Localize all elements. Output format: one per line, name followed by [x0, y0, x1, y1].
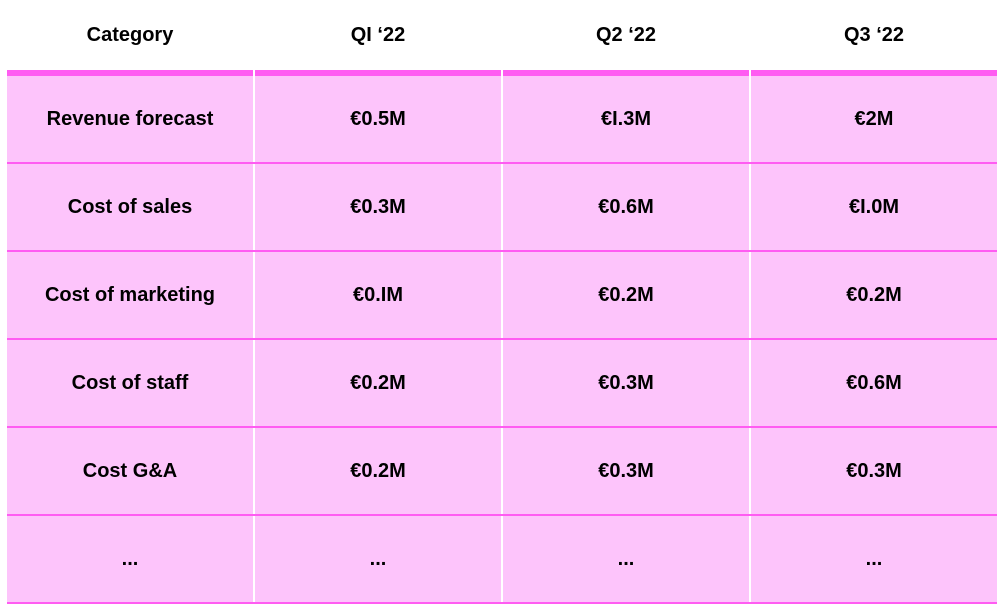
row-value-q1: €0.2M [255, 340, 501, 426]
row-value-q2: €0.3M [503, 428, 749, 514]
column-separator [253, 0, 255, 70]
row-category: Cost of staff [7, 340, 253, 426]
row-category: Revenue forecast [7, 76, 253, 162]
row-value-q2: €0.3M [503, 340, 749, 426]
row-value-q1: €0.IM [255, 252, 501, 338]
header-q2: Q2 ‘22 [503, 0, 749, 70]
column-separator [501, 340, 503, 426]
table-row: ... ... ... ... [7, 516, 997, 604]
row-value-q1: €0.2M [255, 428, 501, 514]
row-value-q1: ... [255, 516, 501, 602]
row-category: Cost of marketing [7, 252, 253, 338]
row-value-q1: €0.5M [255, 76, 501, 162]
row-value-q2: ... [503, 516, 749, 602]
table-row: Revenue forecast €0.5M €I.3M €2M [7, 76, 997, 164]
row-value-q3: €I.0M [751, 164, 997, 250]
forecast-table: Category QI ‘22 Q2 ‘22 Q3 ‘22 Revenue fo… [7, 0, 997, 604]
table-row: Cost G&A €0.2M €0.3M €0.3M [7, 428, 997, 516]
row-value-q1: €0.3M [255, 164, 501, 250]
row-value-q3: ... [751, 516, 997, 602]
column-separator [749, 516, 751, 602]
column-separator [749, 340, 751, 426]
column-separator [253, 252, 255, 338]
table-row: Cost of sales €0.3M €0.6M €I.0M [7, 164, 997, 252]
table-row: Cost of marketing €0.IM €0.2M €0.2M [7, 252, 997, 340]
header-divider-gap [501, 70, 503, 76]
column-separator [253, 428, 255, 514]
row-category: ... [7, 516, 253, 602]
column-separator [501, 0, 503, 70]
column-separator [749, 428, 751, 514]
header-category: Category [7, 0, 253, 70]
column-separator [501, 428, 503, 514]
row-category: Cost G&A [7, 428, 253, 514]
table-row: Cost of staff €0.2M €0.3M €0.6M [7, 340, 997, 428]
column-separator [253, 516, 255, 602]
header-divider-gap [253, 70, 255, 76]
column-separator [253, 340, 255, 426]
row-value-q3: €0.3M [751, 428, 997, 514]
row-value-q3: €0.2M [751, 252, 997, 338]
header-divider [7, 70, 997, 76]
row-value-q3: €0.6M [751, 340, 997, 426]
row-category: Cost of sales [7, 164, 253, 250]
column-separator [749, 76, 751, 162]
header-divider-segment [7, 70, 253, 76]
header-divider-segment [503, 70, 749, 76]
row-value-q2: €I.3M [503, 76, 749, 162]
header-divider-segment [255, 70, 501, 76]
table-header-row: Category QI ‘22 Q2 ‘22 Q3 ‘22 [7, 0, 997, 70]
column-separator [501, 252, 503, 338]
column-separator [749, 252, 751, 338]
header-divider-segment [751, 70, 997, 76]
header-q1: QI ‘22 [255, 0, 501, 70]
header-divider-gap [749, 70, 751, 76]
column-separator [749, 164, 751, 250]
column-separator [501, 76, 503, 162]
header-q3: Q3 ‘22 [751, 0, 997, 70]
column-separator [501, 164, 503, 250]
row-value-q3: €2M [751, 76, 997, 162]
column-separator [253, 164, 255, 250]
column-separator [501, 516, 503, 602]
column-separator [749, 0, 751, 70]
row-value-q2: €0.2M [503, 252, 749, 338]
row-value-q2: €0.6M [503, 164, 749, 250]
column-separator [253, 76, 255, 162]
